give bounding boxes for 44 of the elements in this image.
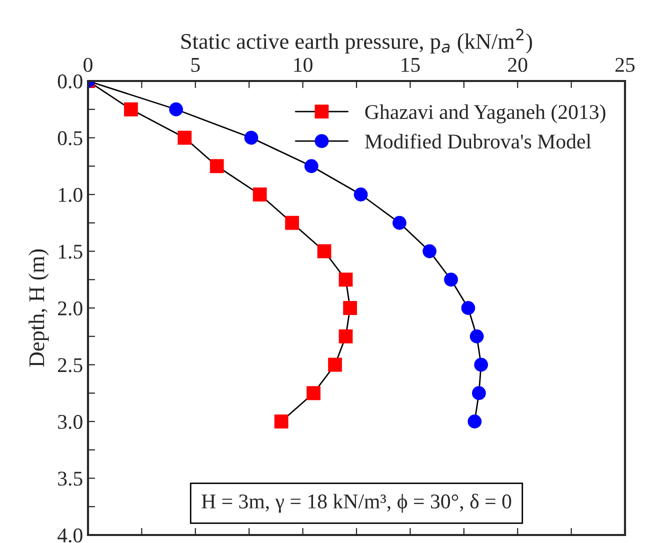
y-tick-label: 0.0: [58, 74, 82, 89]
point: [472, 386, 486, 400]
y-tick-label: 3.5: [58, 472, 82, 486]
y-tick-label: 2.5: [58, 358, 82, 372]
point: [244, 130, 258, 145]
point: [338, 272, 353, 287]
x-tick-label: 15: [402, 58, 420, 72]
point: [343, 301, 357, 315]
point: [178, 130, 192, 145]
point: [354, 188, 368, 202]
point: [306, 386, 320, 400]
y-tick-label: 2.0: [58, 301, 82, 316]
point: [474, 358, 488, 372]
x-tick-label: 0: [84, 58, 92, 72]
x-axis-title: Static active earth pressure, p$_{a}$ (kN/m$^{2}$): [181, 28, 532, 54]
x-tick-label: 10: [294, 58, 312, 72]
annotation: H = 3m, γ = 18 kN/m³, ϕ = 30°, δ = 0: [202, 494, 512, 513]
point: [468, 414, 482, 428]
point: [444, 272, 458, 287]
x-tick-label: 20: [508, 58, 528, 72]
y-tick-label: 4.0: [58, 528, 82, 543]
point: [461, 301, 476, 315]
point: [470, 329, 484, 344]
legend-label: Ghazavi and Yaganeh (2013): [365, 104, 606, 124]
point: [304, 159, 318, 174]
point: [328, 358, 342, 372]
point: [210, 159, 224, 174]
y-tick-label: 0.5: [58, 131, 82, 146]
point: [392, 216, 406, 230]
y-tick-label: 1.5: [58, 244, 82, 259]
point: [422, 244, 436, 258]
point: [274, 414, 288, 428]
point: [338, 329, 353, 344]
y-tick-label: 1.0: [58, 188, 82, 202]
x-tick-label: 25: [616, 58, 635, 72]
legend-label: Modified Dubrova's Model: [365, 134, 592, 149]
point: [124, 102, 138, 116]
y-tick-label: 3.0: [58, 414, 82, 430]
point: [252, 188, 267, 202]
point: [169, 102, 184, 116]
x-tick-label: 5: [191, 58, 200, 72]
y-axis-title: Depth, H (m): [28, 249, 49, 367]
point: [285, 216, 300, 230]
point: [317, 244, 332, 258]
